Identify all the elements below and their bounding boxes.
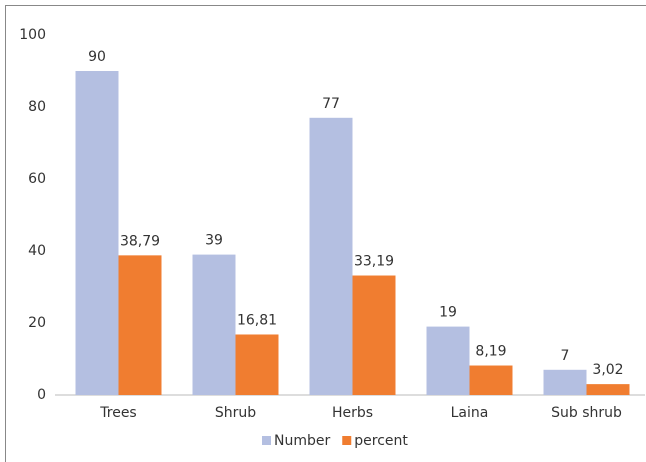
y-tick-label: 20: [28, 315, 46, 331]
data-label: 3,02: [592, 362, 623, 378]
x-tick-label: Laina: [451, 405, 489, 421]
bar: [586, 384, 630, 395]
y-tick-label: 40: [28, 243, 46, 259]
y-tick-label: 100: [19, 27, 46, 43]
y-tick-label: 0: [37, 387, 46, 403]
legend-swatch: [342, 436, 352, 445]
bar: [469, 365, 513, 395]
x-tick-label: Shrub: [215, 405, 256, 421]
data-label: 77: [322, 96, 340, 112]
legend-swatch: [262, 436, 271, 445]
y-tick-label: 60: [28, 171, 46, 187]
bar: [309, 117, 353, 396]
bar: [352, 275, 396, 395]
data-label: 39: [205, 233, 223, 249]
data-label: 8,19: [475, 344, 506, 360]
chart-border: [5, 5, 646, 462]
bar: [543, 369, 587, 395]
data-label: 38,79: [120, 233, 160, 249]
x-tick-label: Trees: [99, 405, 136, 421]
bar: [118, 255, 162, 395]
data-label: 33,19: [354, 254, 394, 270]
bar: [192, 254, 236, 395]
data-label: 16,81: [237, 312, 277, 328]
bar: [426, 326, 470, 395]
x-tick-label: Sub shrub: [551, 405, 622, 421]
legend-label: Number: [274, 433, 330, 449]
y-tick-label: 80: [28, 99, 46, 115]
data-label: 19: [439, 305, 457, 321]
data-label: 7: [561, 348, 570, 364]
legend-label: percent: [354, 433, 408, 449]
bar: [75, 71, 119, 395]
bar: [235, 334, 279, 395]
x-tick-label: Herbs: [332, 405, 373, 421]
data-label: 90: [88, 49, 106, 65]
